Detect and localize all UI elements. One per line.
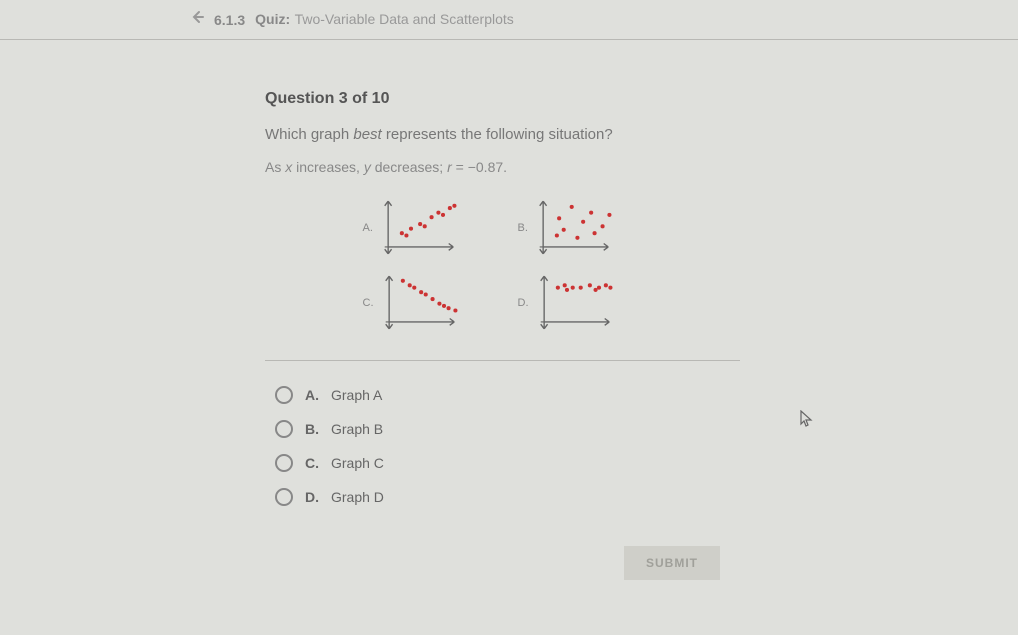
graph-c: C. <box>363 270 488 335</box>
desc-value: = −0.87. <box>452 159 507 175</box>
answer-options: A. Graph A B. Graph B C. Graph C D. Graph D <box>275 386 740 506</box>
scatter-plot <box>380 270 460 335</box>
desc-prefix: As <box>265 159 285 175</box>
prompt-after: represents the following situation? <box>382 126 613 143</box>
back-icon[interactable] <box>190 10 204 29</box>
submit-area: SUBMIT <box>265 546 740 580</box>
title-label: Quiz: <box>255 11 290 27</box>
option-a[interactable]: A. Graph A <box>275 386 740 404</box>
graph-label: D. <box>518 297 529 309</box>
option-letter: A. <box>305 387 319 403</box>
graph-label: C. <box>363 297 374 309</box>
cursor-icon <box>800 410 814 433</box>
section-number: 6.1.3 <box>214 12 245 28</box>
prompt-before: Which graph <box>265 126 353 143</box>
question-content: Question 3 of 10 Which graph best repres… <box>0 40 740 580</box>
option-letter: B. <box>305 421 319 437</box>
option-b[interactable]: B. Graph B <box>275 420 740 438</box>
quiz-header: 6.1.3 Quiz: Two-Variable Data and Scatte… <box>0 0 1018 40</box>
radio-button[interactable] <box>275 488 293 506</box>
radio-button[interactable] <box>275 454 293 472</box>
divider <box>265 360 740 361</box>
radio-button[interactable] <box>275 420 293 438</box>
scatter-plot <box>535 270 615 335</box>
option-letter: C. <box>305 455 319 471</box>
graph-d: D. <box>518 270 643 335</box>
graph-a: A. <box>363 195 488 260</box>
graph-b: B. <box>518 195 643 260</box>
option-text: Graph D <box>331 489 384 505</box>
question-description: As x increases, y decreases; r = −0.87. <box>265 159 740 175</box>
prompt-emphasis: best <box>353 126 381 143</box>
option-d[interactable]: D. Graph D <box>275 488 740 506</box>
radio-button[interactable] <box>275 386 293 404</box>
option-c[interactable]: C. Graph C <box>275 454 740 472</box>
desc-var-y: y <box>364 159 371 175</box>
graph-label: B. <box>518 222 528 234</box>
question-prompt: Which graph best represents the followin… <box>265 126 740 143</box>
option-text: Graph A <box>331 387 382 403</box>
question-number: Question 3 of 10 <box>265 90 740 108</box>
option-text: Graph B <box>331 421 383 437</box>
graph-label: A. <box>363 222 373 234</box>
submit-button[interactable]: SUBMIT <box>624 546 720 580</box>
option-text: Graph C <box>331 455 384 471</box>
scatter-plot <box>534 195 614 260</box>
desc-mid1: increases, <box>292 159 364 175</box>
scatter-plot <box>379 195 459 260</box>
option-letter: D. <box>305 489 319 505</box>
desc-mid2: decreases; <box>371 159 447 175</box>
title-text: Two-Variable Data and Scatterplots <box>295 11 514 27</box>
graphs-grid: A. B. C. D. <box>363 195 643 335</box>
